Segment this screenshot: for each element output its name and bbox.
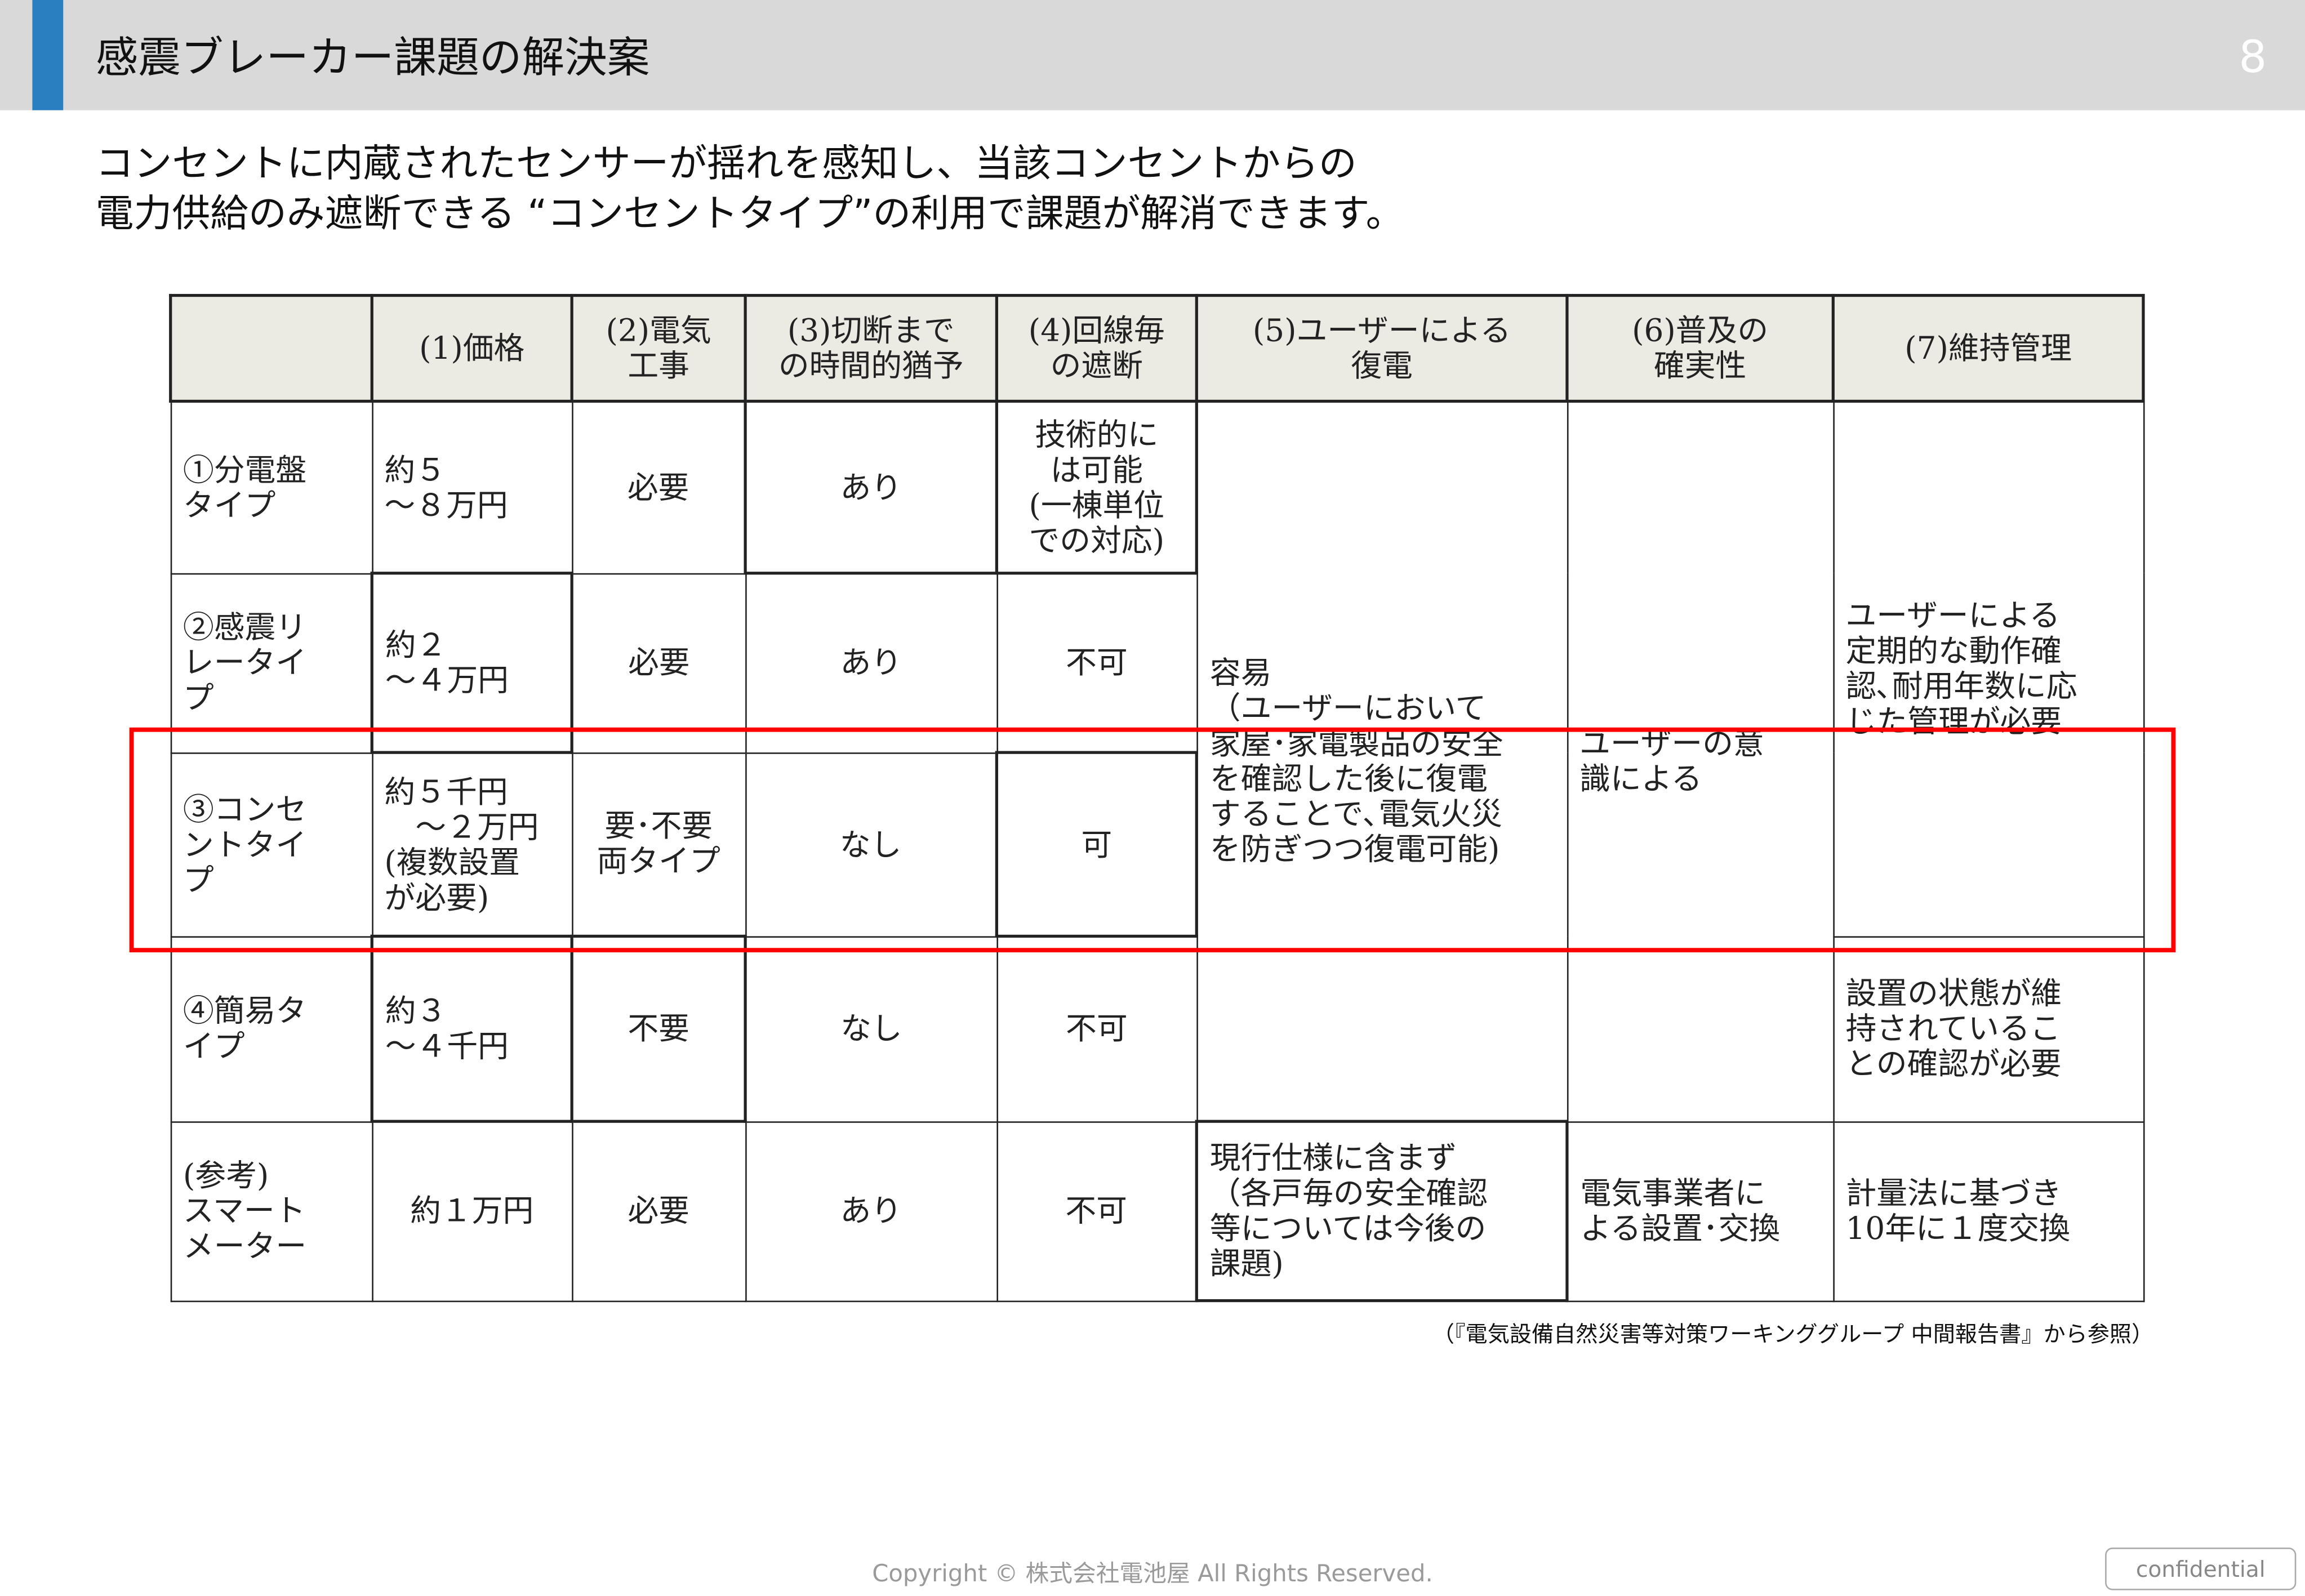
- circuit-cell: 可: [995, 751, 1198, 938]
- restore-cell: 現行仕様に含まず （各戸毎の安全確認 等については今後の 課題): [1195, 1120, 1569, 1303]
- grace-cell: あり: [744, 1120, 998, 1301]
- work-cell: 必要: [571, 572, 746, 754]
- header-cell: (6)普及の 確実性: [1565, 293, 1835, 403]
- page-title: 感震ブレーカー課題の解決案: [95, 32, 650, 83]
- table-row: ④簡易タ イプ 約３ ～４千円 不要 なし 不可 設置の状態が維 持されているこ…: [170, 934, 2144, 1123]
- price-cell: 約５ ～８万円: [371, 400, 573, 574]
- grace-cell: あり: [744, 572, 998, 754]
- price-cell: 約５千円 ～２万円 (複数設置 が必要): [371, 751, 573, 937]
- confidential-badge: confidential: [2105, 1548, 2297, 1590]
- table-row: ②感震リ レータイ プ 約２ ～４万円 必要 あり 不可: [170, 572, 2143, 754]
- restore-cell: 容易 （ユーザーにおいて 家屋･家電製品の安全 を確認した後に復電 することで､…: [1195, 400, 1568, 1122]
- circuit-cell: 不可: [996, 572, 1198, 754]
- grace-cell: なし: [744, 751, 998, 937]
- circuit-cell: 技術的に は可能 (一棟単位 での対応): [995, 399, 1198, 575]
- grace-cell: あり: [744, 399, 998, 575]
- header-cell: (1)価格: [370, 293, 573, 403]
- copyright: Copyright © 株式会社電池屋 All Rights Reserved.: [872, 1559, 1433, 1588]
- work-cell: 要･不要 両タイプ: [571, 751, 746, 937]
- circuit-cell: 不可: [996, 1120, 1198, 1301]
- header-accent: [32, 0, 64, 110]
- maintenance-cell: 計量法に基づき 10年に１度交換: [1832, 1120, 2144, 1301]
- header-cell: (3)切断まで の時間的猶予: [744, 293, 998, 403]
- table-row: ①分電盤 タイプ 約５ ～８万円 必要 あり 技術的に は可能 (一棟単位 での…: [170, 399, 2144, 1122]
- maintenance-cell: 設置の状態が維 持されているこ との確認が必要: [1832, 935, 2144, 1122]
- header-cell: (4)回線毎 の遮断: [995, 293, 1198, 403]
- price-cell: 約２ ～４万円: [370, 572, 573, 754]
- table-row-highlighted: ③コンセ ントタイ プ 約５千円 ～２万円 (複数設置 が必要) 要･不要 両タ…: [170, 751, 2143, 938]
- price-cell: 約３ ～４千円: [370, 934, 573, 1123]
- work-cell: 必要: [571, 400, 746, 574]
- header-cell: (5)ユーザーによる 復電: [1195, 293, 1569, 403]
- header-bar: 感震ブレーカー課題の解決案 8: [0, 0, 2305, 110]
- type-cell: (参考) スマート メーター: [170, 1120, 373, 1301]
- type-cell: ①分電盤 タイプ: [170, 400, 373, 574]
- comparison-table: (1)価格 (2)電気 工事 (3)切断まで の時間的猶予 (4)回線毎 の遮断…: [169, 293, 2145, 1303]
- spread-cell: ユーザーの意 識による: [1566, 400, 1834, 1122]
- work-cell: 不要: [570, 934, 747, 1123]
- spread-cell: 電気事業者に よる設置･交換: [1566, 1120, 1834, 1301]
- maintenance-cell: ユーザーによる 定期的な動作確 認､耐用年数に応 じた管理が必要: [1832, 400, 2144, 937]
- table-row: (参考) スマート メーター 約１万円 必要 あり 不可 現行仕様に含まず （各…: [170, 1120, 2144, 1303]
- header-cell: (2)電気 工事: [570, 293, 747, 403]
- header-cell: [169, 293, 373, 403]
- type-cell: ③コンセ ントタイ プ: [170, 751, 373, 937]
- type-cell: ④簡易タ イプ: [170, 935, 373, 1122]
- page-number: 8: [2239, 32, 2267, 84]
- source-note: （『電気設備自然災害等対策ワーキンググループ 中間報告書』から参照）: [1432, 1321, 2154, 1348]
- work-cell: 必要: [571, 1120, 746, 1301]
- circuit-cell: 不可: [996, 935, 1198, 1122]
- price-cell: 約１万円: [371, 1120, 573, 1301]
- type-cell: ②感震リ レータイ プ: [170, 572, 373, 754]
- grace-cell: なし: [744, 935, 998, 1122]
- header-cell: (7)維持管理: [1831, 293, 2145, 403]
- lead-text: コンセントに内蔵されたセンサーが揺れを感知し、当該コンセントからの 電力供給のみ…: [95, 142, 1404, 237]
- table-header-row: (1)価格 (2)電気 工事 (3)切断まで の時間的猶予 (4)回線毎 の遮断…: [169, 293, 2145, 403]
